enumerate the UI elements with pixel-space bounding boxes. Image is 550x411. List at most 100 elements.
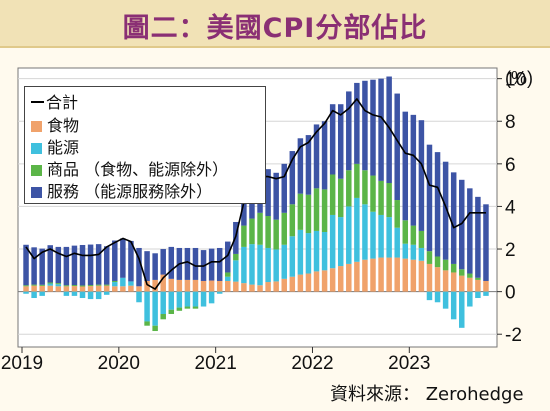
bar-food-2023-07	[459, 275, 465, 292]
bar-services-2019-12	[112, 240, 118, 281]
legend-label-energy: 能源	[47, 138, 80, 157]
bar-goods-2022-02	[321, 189, 328, 232]
bar-goods-2022-01	[313, 188, 320, 231]
bar-services-2021-09	[281, 163, 287, 213]
bar-food-2023-08	[467, 277, 473, 292]
bar-services-2021-04	[241, 187, 247, 226]
bar-food-2021-11	[297, 274, 304, 292]
x-tick-label-4: 2023	[388, 353, 430, 374]
y-axis-unit: (%)	[505, 68, 533, 88]
bar-services-2019-09	[87, 244, 94, 286]
bar-energy-2021-02	[225, 276, 231, 281]
bar-energy-2023-06	[450, 291, 457, 320]
bar-goods-2022-10	[386, 183, 392, 218]
y-tick-label-0: -2	[505, 325, 522, 346]
bar-services-2020-06	[160, 249, 166, 275]
bar-goods-2019-10	[95, 284, 102, 286]
bar-goods-2023-05	[442, 259, 449, 271]
bar-energy-2023-05	[442, 291, 449, 309]
bar-goods-2019-02	[31, 284, 37, 286]
bar-food-2020-02	[128, 285, 134, 292]
bar-services-2022-01	[313, 124, 320, 189]
bar-services-2019-06	[63, 246, 70, 286]
bar-energy-2019-11	[103, 291, 110, 295]
bar-energy-2022-10	[386, 217, 392, 258]
bar-services-2023-06	[450, 172, 457, 264]
bar-energy-2020-11	[200, 291, 207, 307]
bar-services-2023-04	[434, 152, 441, 257]
bar-energy-2019-01	[23, 291, 29, 294]
bar-goods-2020-10	[192, 306, 199, 309]
bar-energy-2019-03	[39, 291, 45, 296]
bar-food-2020-01	[120, 286, 126, 292]
bar-goods-2019-04	[47, 282, 53, 284]
bar-energy-2020-07	[168, 291, 175, 310]
bar-food-2020-08	[176, 279, 183, 292]
bar-goods-2021-12	[305, 194, 312, 234]
bar-goods-2022-12	[402, 220, 409, 244]
bar-services-2019-05	[55, 246, 62, 284]
bar-energy-2020-03	[136, 291, 142, 303]
bar-food-2022-01	[313, 271, 320, 292]
bar-food-2021-06	[257, 285, 263, 292]
legend-item-energy: 能源	[31, 134, 80, 157]
bar-food-2022-05	[346, 263, 352, 292]
bar-services-2019-07	[71, 245, 78, 286]
legend-label-food: 食物	[47, 116, 80, 135]
bar-food-2021-12	[305, 273, 312, 292]
bar-services-2021-10	[289, 151, 296, 205]
bar-services-2019-01	[23, 244, 29, 286]
y-tick-label-6: 10	[505, 70, 526, 91]
bar-food-2019-11	[103, 285, 110, 292]
bar-energy-2023-03	[426, 291, 433, 301]
bar-goods-2021-05	[249, 218, 255, 245]
bar-food-2021-10	[289, 276, 296, 292]
bar-energy-2020-09	[184, 291, 191, 307]
bar-goods-2022-04	[337, 178, 344, 218]
bar-food-2019-03	[39, 285, 45, 292]
bar-food-2019-09	[87, 286, 94, 292]
bar-goods-2021-11	[297, 193, 304, 230]
bar-food-2019-05	[55, 286, 62, 292]
legend-item-goods: 商品 （食物、能源除外）	[31, 156, 228, 179]
bar-goods-2022-07	[362, 170, 368, 205]
bar-energy-2023-10	[483, 291, 489, 296]
bar-energy-2019-07	[71, 291, 78, 296]
bar-services-2020-01	[120, 238, 126, 278]
bar-energy-2021-12	[305, 233, 312, 274]
bar-goods-2023-03	[426, 251, 433, 264]
bar-services-2020-09	[184, 247, 191, 280]
bar-energy-2022-12	[402, 243, 409, 259]
bar-food-2019-10	[95, 285, 102, 292]
bar-goods-2023-06	[450, 263, 457, 273]
bar-services-2023-03	[426, 144, 433, 252]
y-tick-label-1: 0	[505, 283, 516, 304]
bar-services-2020-07	[168, 246, 175, 279]
bar-energy-2019-10	[95, 291, 102, 300]
bar-energy-2020-02	[128, 281, 134, 286]
bar-goods-2020-09	[184, 306, 191, 309]
goods-swatch	[31, 165, 42, 176]
bar-food-2023-01	[410, 259, 417, 292]
bar-services-2023-05	[442, 161, 449, 260]
bar-goods-2021-02	[225, 272, 231, 277]
bar-services-2021-01	[216, 247, 223, 281]
bar-food-2022-04	[337, 266, 344, 292]
bar-services-2022-04	[337, 104, 344, 179]
bar-energy-2022-06	[354, 197, 360, 262]
title-divider	[0, 46, 550, 48]
bar-goods-2023-02	[418, 230, 425, 248]
bar-services-2022-03	[329, 104, 336, 175]
bar-goods-2022-08	[370, 175, 376, 212]
bar-energy-2022-11	[394, 227, 400, 258]
bar-services-2019-08	[79, 244, 86, 286]
bar-food-2021-09	[281, 278, 287, 292]
bar-goods-2020-05	[152, 325, 158, 332]
x-tick-label-2: 2021	[195, 353, 237, 374]
bar-services-2019-04	[47, 245, 53, 283]
bar-energy-2023-08	[467, 291, 473, 307]
bar-energy-2021-08	[273, 249, 279, 282]
bar-services-2022-11	[394, 93, 400, 201]
bar-food-2020-04	[144, 280, 150, 292]
bar-goods-2019-03	[39, 284, 45, 286]
